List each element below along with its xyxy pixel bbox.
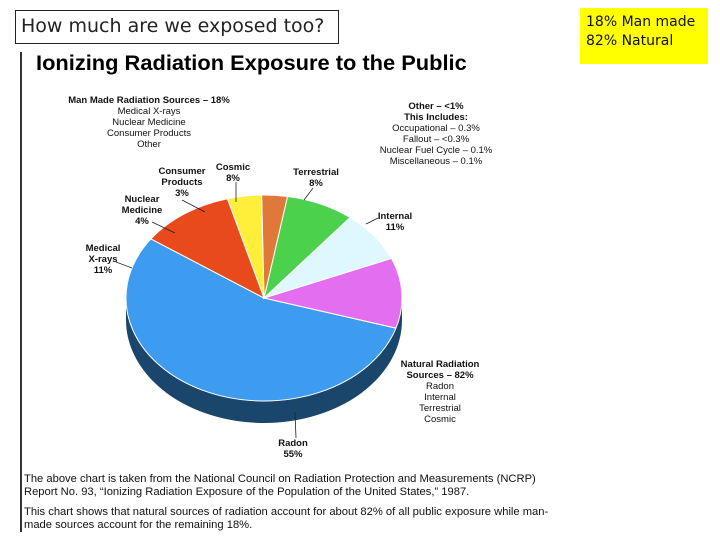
man-made-legend: Man Made Radiation Sources – 18% Medical… bbox=[54, 95, 244, 150]
caption-summary: This chart shows that natural sources of… bbox=[24, 506, 549, 531]
label-radon: Radon 55% bbox=[266, 438, 320, 460]
natural-title: Sources – 82% bbox=[406, 370, 474, 381]
pie-slice-medical-x-rays bbox=[150, 198, 265, 300]
man-made-item: Medical X-rays bbox=[117, 106, 181, 117]
leader-consumer bbox=[181, 199, 206, 213]
natural-title: Natural Radiation bbox=[400, 359, 480, 370]
slice-label-text: Radon bbox=[278, 438, 308, 449]
slice-label-text: Terrestrial bbox=[293, 167, 339, 178]
man-made-title: Man Made Radiation Sources – 18% bbox=[68, 95, 230, 106]
leader-terrestrial bbox=[303, 187, 314, 201]
other-item: Nuclear Fuel Cycle – 0.1% bbox=[379, 145, 493, 156]
natural-item: Radon bbox=[426, 381, 454, 392]
slide-title: How much are we exposed too? bbox=[15, 10, 339, 44]
leader-internal bbox=[365, 217, 379, 225]
other-legend: Other – <1% This Includes: Occupational … bbox=[366, 101, 506, 167]
slice-label-text: X-rays bbox=[88, 254, 118, 265]
slice-label-text: Internal bbox=[377, 211, 413, 222]
slice-label-text: Medical bbox=[85, 243, 121, 254]
slice-label-text: Nuclear bbox=[124, 194, 160, 205]
divider-line bbox=[20, 52, 22, 532]
note-man-made: 18% Man made bbox=[586, 14, 696, 30]
slice-label-value: 8% bbox=[226, 173, 240, 184]
label-terrestrial: Terrestrial 8% bbox=[286, 167, 346, 189]
chart-title: Ionizing Radiation Exposure to the Publi… bbox=[36, 52, 467, 75]
label-nuclear-medicine: Nuclear Medicine 4% bbox=[112, 194, 172, 227]
pie-slice-radon bbox=[125, 238, 397, 402]
other-item: Fallout – <0.3% bbox=[402, 134, 470, 145]
slice-label-text: Cosmic bbox=[215, 162, 251, 173]
summary-note: 18% Man made 82% Natural bbox=[580, 8, 708, 64]
man-made-item: Other bbox=[137, 139, 161, 150]
note-natural: 82% Natural bbox=[586, 33, 674, 49]
man-made-item: Consumer Products bbox=[107, 128, 191, 139]
other-item: Miscellaneous – 0.1% bbox=[389, 156, 483, 167]
leader-medical bbox=[115, 261, 133, 269]
slice-label-text: Medicine bbox=[121, 205, 163, 216]
natural-legend: Natural Radiation Sources – 82% Radon In… bbox=[392, 359, 488, 425]
label-medical-xrays: Medical X-rays 11% bbox=[74, 243, 132, 276]
other-item: Occupational – 0.3% bbox=[392, 123, 480, 134]
pie-side-wall bbox=[126, 298, 402, 423]
caption-source: The above chart is taken from the Nation… bbox=[24, 473, 536, 498]
slice-label-text: Consumer bbox=[158, 166, 206, 177]
other-subtitle: This Includes: bbox=[404, 112, 468, 123]
slice-label-value: 3% bbox=[175, 188, 189, 199]
slice-label-value: 8% bbox=[309, 178, 323, 189]
leader-nuclear bbox=[151, 221, 176, 234]
natural-item: Internal bbox=[424, 392, 456, 403]
man-made-item: Nuclear Medicine bbox=[112, 117, 186, 128]
label-cosmic: Cosmic 8% bbox=[208, 162, 258, 184]
slice-label-value: 4% bbox=[135, 216, 149, 227]
pie-slice-internal bbox=[262, 257, 403, 329]
slice-label-value: 11% bbox=[93, 265, 113, 276]
label-consumer-products: Consumer Products 3% bbox=[152, 166, 212, 199]
natural-item: Terrestrial bbox=[419, 403, 461, 414]
slice-label-text: Products bbox=[161, 177, 203, 188]
other-title: Other – <1% bbox=[408, 101, 464, 112]
natural-item: Cosmic bbox=[424, 414, 456, 425]
slice-label-value: 11% bbox=[385, 222, 405, 233]
slice-label-value: 55% bbox=[283, 449, 303, 460]
label-internal: Internal 11% bbox=[370, 211, 420, 233]
leader-radon bbox=[294, 411, 297, 439]
